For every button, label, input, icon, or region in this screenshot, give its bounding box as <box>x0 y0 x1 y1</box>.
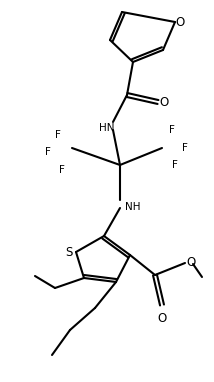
Text: NH: NH <box>125 202 141 212</box>
Text: O: O <box>175 16 185 29</box>
Text: F: F <box>172 160 178 170</box>
Text: F: F <box>169 125 175 135</box>
Text: HN: HN <box>99 123 115 133</box>
Text: O: O <box>157 311 167 324</box>
Text: F: F <box>45 147 51 157</box>
Text: F: F <box>55 130 61 140</box>
Text: F: F <box>182 143 188 153</box>
Text: F: F <box>59 165 65 175</box>
Text: O: O <box>186 256 196 269</box>
Text: O: O <box>159 96 169 108</box>
Text: S: S <box>65 246 73 259</box>
